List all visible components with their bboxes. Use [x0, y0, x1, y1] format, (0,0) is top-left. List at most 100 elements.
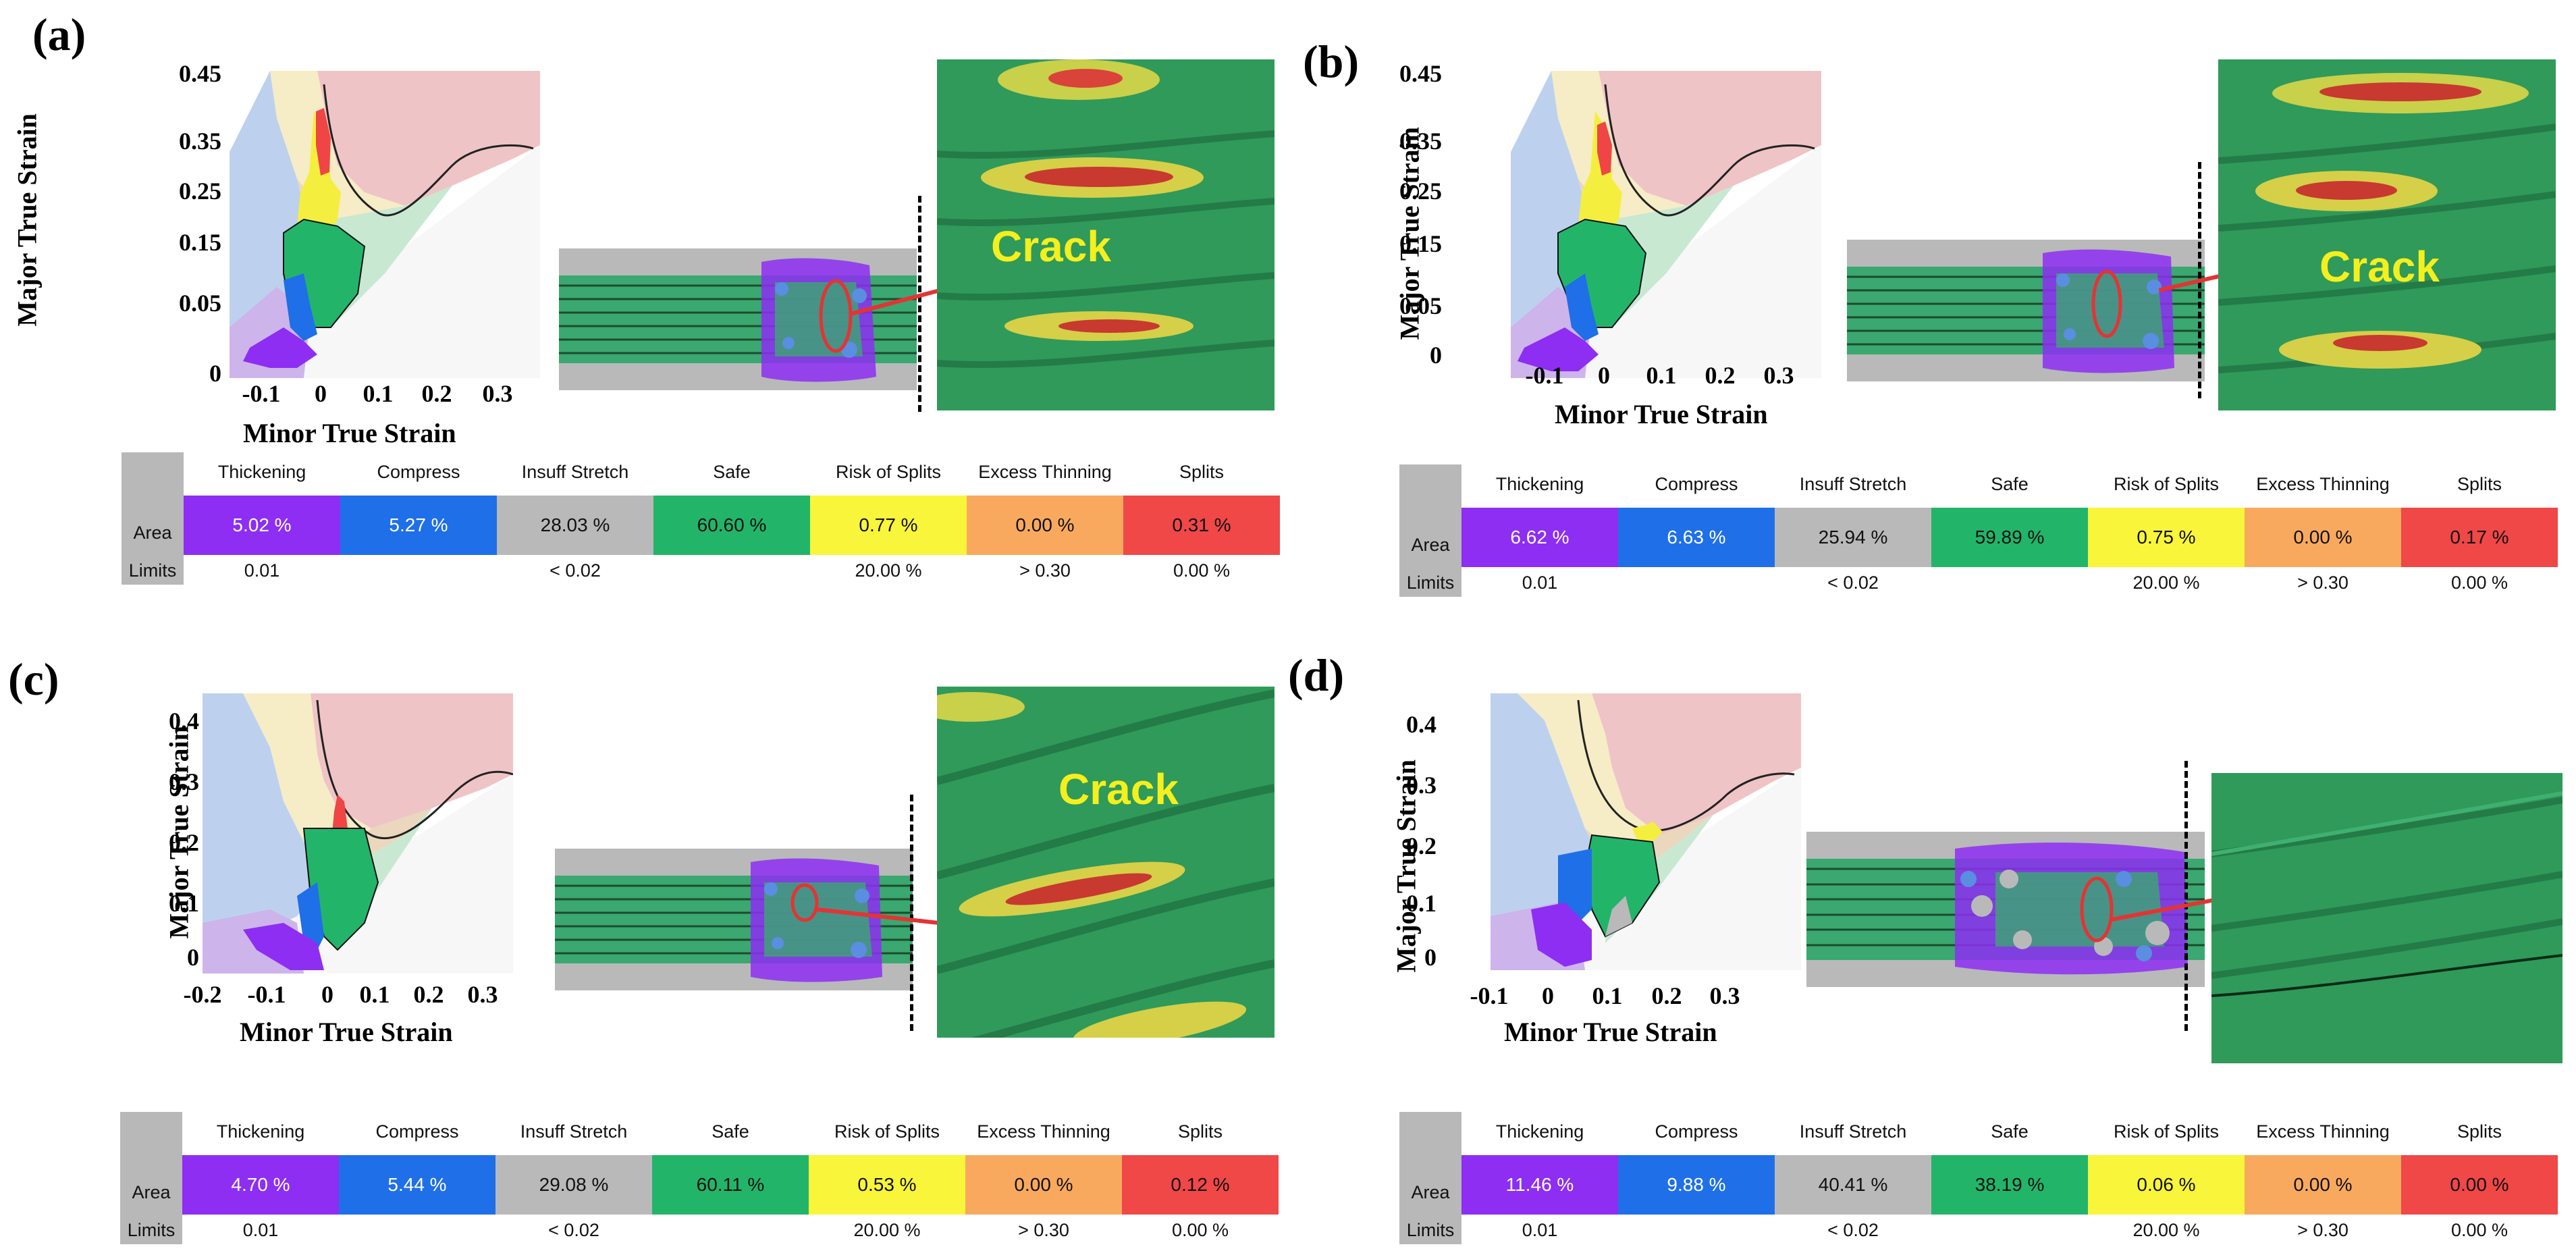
legend-area-cell: 6.63 %: [1618, 508, 1775, 567]
legend-header: Compress: [377, 462, 460, 482]
x-tick: 0.1: [359, 981, 390, 1008]
x-axis-title: Minor True Strain: [240, 1017, 453, 1047]
forming-limit-diagram: [230, 71, 540, 378]
legend-area-cell: 0.77 %: [810, 496, 967, 555]
x-tick: 0.2: [1651, 982, 1682, 1009]
y-tick: 0: [187, 944, 199, 971]
legend-limit: 0.01: [1522, 573, 1558, 593]
x-tick: 0.3: [1763, 362, 1794, 389]
blank-part-view: [1847, 240, 2205, 385]
legend-header: Splits: [2457, 474, 2502, 494]
strain-legend: Thickening Compress Insuff Stretch Safe …: [1399, 1112, 2560, 1244]
legend-limit: > 0.30: [2297, 1220, 2349, 1240]
legend-limit: 0.01: [244, 560, 280, 581]
crack-zoom-view: Crack: [937, 59, 1274, 410]
legend-limit: 0.00 %: [1171, 1220, 1229, 1240]
legend-header: Safe: [713, 462, 751, 482]
y-tick: 0: [1430, 342, 1442, 369]
y-tick: 0.2: [169, 829, 199, 856]
legend-area-cell: 59.89 %: [1931, 508, 2088, 567]
legend-area-cell: 0.12 %: [1122, 1155, 1279, 1215]
strain-legend: Thickening Compress Insuff Stretch Safe …: [1399, 464, 2560, 597]
y-tick: 0.45: [179, 60, 221, 87]
legend-header: Safe: [712, 1121, 749, 1142]
legend-header: Thickening: [217, 462, 306, 482]
legend-limit: 0.00 %: [1173, 560, 1231, 581]
x-tick: 0.3: [482, 380, 513, 407]
legend-limit: < 0.02: [1827, 573, 1879, 593]
x-tick: 0: [1598, 362, 1610, 389]
legend-corner: [120, 1112, 182, 1244]
x-tick: 0.3: [467, 981, 498, 1008]
legend-header: Excess Thinning: [2256, 474, 2390, 494]
y-tick: 0: [209, 360, 221, 387]
legend-limit: < 0.02: [548, 1220, 599, 1240]
legend-header: Excess Thinning: [978, 462, 1112, 482]
blank-part-view: [555, 849, 913, 994]
legend-row-area: Area: [1411, 535, 1450, 555]
legend-header: Insuff Stretch: [521, 462, 629, 482]
crack-label: Crack: [2319, 242, 2440, 291]
x-tick: 0.3: [1709, 982, 1740, 1009]
y-tick: 0.45: [1399, 60, 1442, 87]
legend-header: Thickening: [216, 1121, 305, 1142]
legend-limit: 0.01: [1522, 1220, 1558, 1240]
x-tick: 0: [1542, 982, 1554, 1009]
legend-header: Excess Thinning: [2256, 1121, 2390, 1142]
legend-limit: 0.01: [242, 1220, 279, 1240]
y-tick: 0.05: [179, 290, 221, 317]
y-tick: 0.05: [1399, 292, 1442, 319]
y-tick: 0.3: [169, 768, 199, 795]
zoom-view: [2211, 773, 2562, 1063]
legend-limit: > 0.30: [2297, 573, 2349, 593]
legend-area-cell: 0.00 %: [965, 1155, 1122, 1215]
legend-corner: [1399, 1112, 1461, 1244]
x-axis-title: Minor True Strain: [1555, 399, 1768, 429]
legend-limit: 0.00 %: [2450, 573, 2508, 593]
legend-header: Splits: [2457, 1121, 2502, 1142]
legend-area-cell: 11.46 %: [1461, 1155, 1618, 1215]
panel-b: (b) Major True Strain 0.45 0.35 0.25 0.1…: [1288, 0, 2576, 625]
y-tick: 0.3: [1406, 772, 1437, 799]
forming-limit-diagram: [1511, 71, 1821, 378]
legend-area-cell: 9.88 %: [1618, 1155, 1775, 1215]
legend-area-cell: 0.17 %: [2401, 508, 2558, 567]
legend-limit: 20.00 %: [2132, 573, 2200, 593]
legend-limit: 20.00 %: [855, 560, 922, 581]
legend-row-area: Area: [133, 523, 172, 543]
legend-header: Excess Thinning: [977, 1121, 1110, 1142]
crack-zoom-view: Crack: [2218, 59, 2556, 410]
crack-zoom-view: Crack: [937, 687, 1274, 1038]
section-cut-line: [2184, 761, 2188, 1031]
legend-header: Compress: [1655, 1121, 1738, 1142]
legend-header: Insuff Stretch: [1799, 1121, 1907, 1142]
panel-label: (a): [32, 9, 86, 60]
crack-label: Crack: [991, 222, 1111, 271]
x-tick: -0.2: [183, 981, 222, 1008]
legend-header: Thickening: [1495, 1121, 1584, 1142]
legend-area-cell: 38.19 %: [1931, 1155, 2088, 1215]
y-tick: 0.2: [1406, 832, 1437, 859]
x-tick: 0: [315, 380, 327, 407]
x-axis-title: Minor True Strain: [1504, 1017, 1717, 1047]
legend-area-cell: 0.00 %: [2245, 508, 2401, 567]
x-tick: 0.1: [1592, 982, 1623, 1009]
x-tick: -0.1: [242, 380, 281, 407]
blank-part-view: [559, 248, 917, 394]
legend-row-area: Area: [1411, 1182, 1450, 1202]
legend-header: Risk of Splits: [835, 462, 942, 482]
y-tick: 0: [1424, 944, 1437, 971]
legend-area-cell: 0.06 %: [2088, 1155, 2245, 1215]
y-tick: 0.25: [179, 178, 221, 205]
y-tick: 0.4: [169, 708, 199, 735]
forming-limit-diagram: [1491, 693, 1801, 970]
legend-limit: > 0.30: [1019, 560, 1071, 581]
x-tick: 0.1: [1646, 362, 1677, 389]
x-tick: 0.2: [413, 981, 444, 1008]
panel-label: (d): [1288, 649, 1345, 701]
legend-limit: 0.00 %: [2450, 1220, 2508, 1240]
y-tick: 0.15: [179, 229, 221, 256]
legend-row-limits: Limits: [1406, 573, 1455, 593]
legend-limit: 20.00 %: [2132, 1220, 2200, 1240]
x-axis-title: Minor True Strain: [243, 418, 456, 448]
